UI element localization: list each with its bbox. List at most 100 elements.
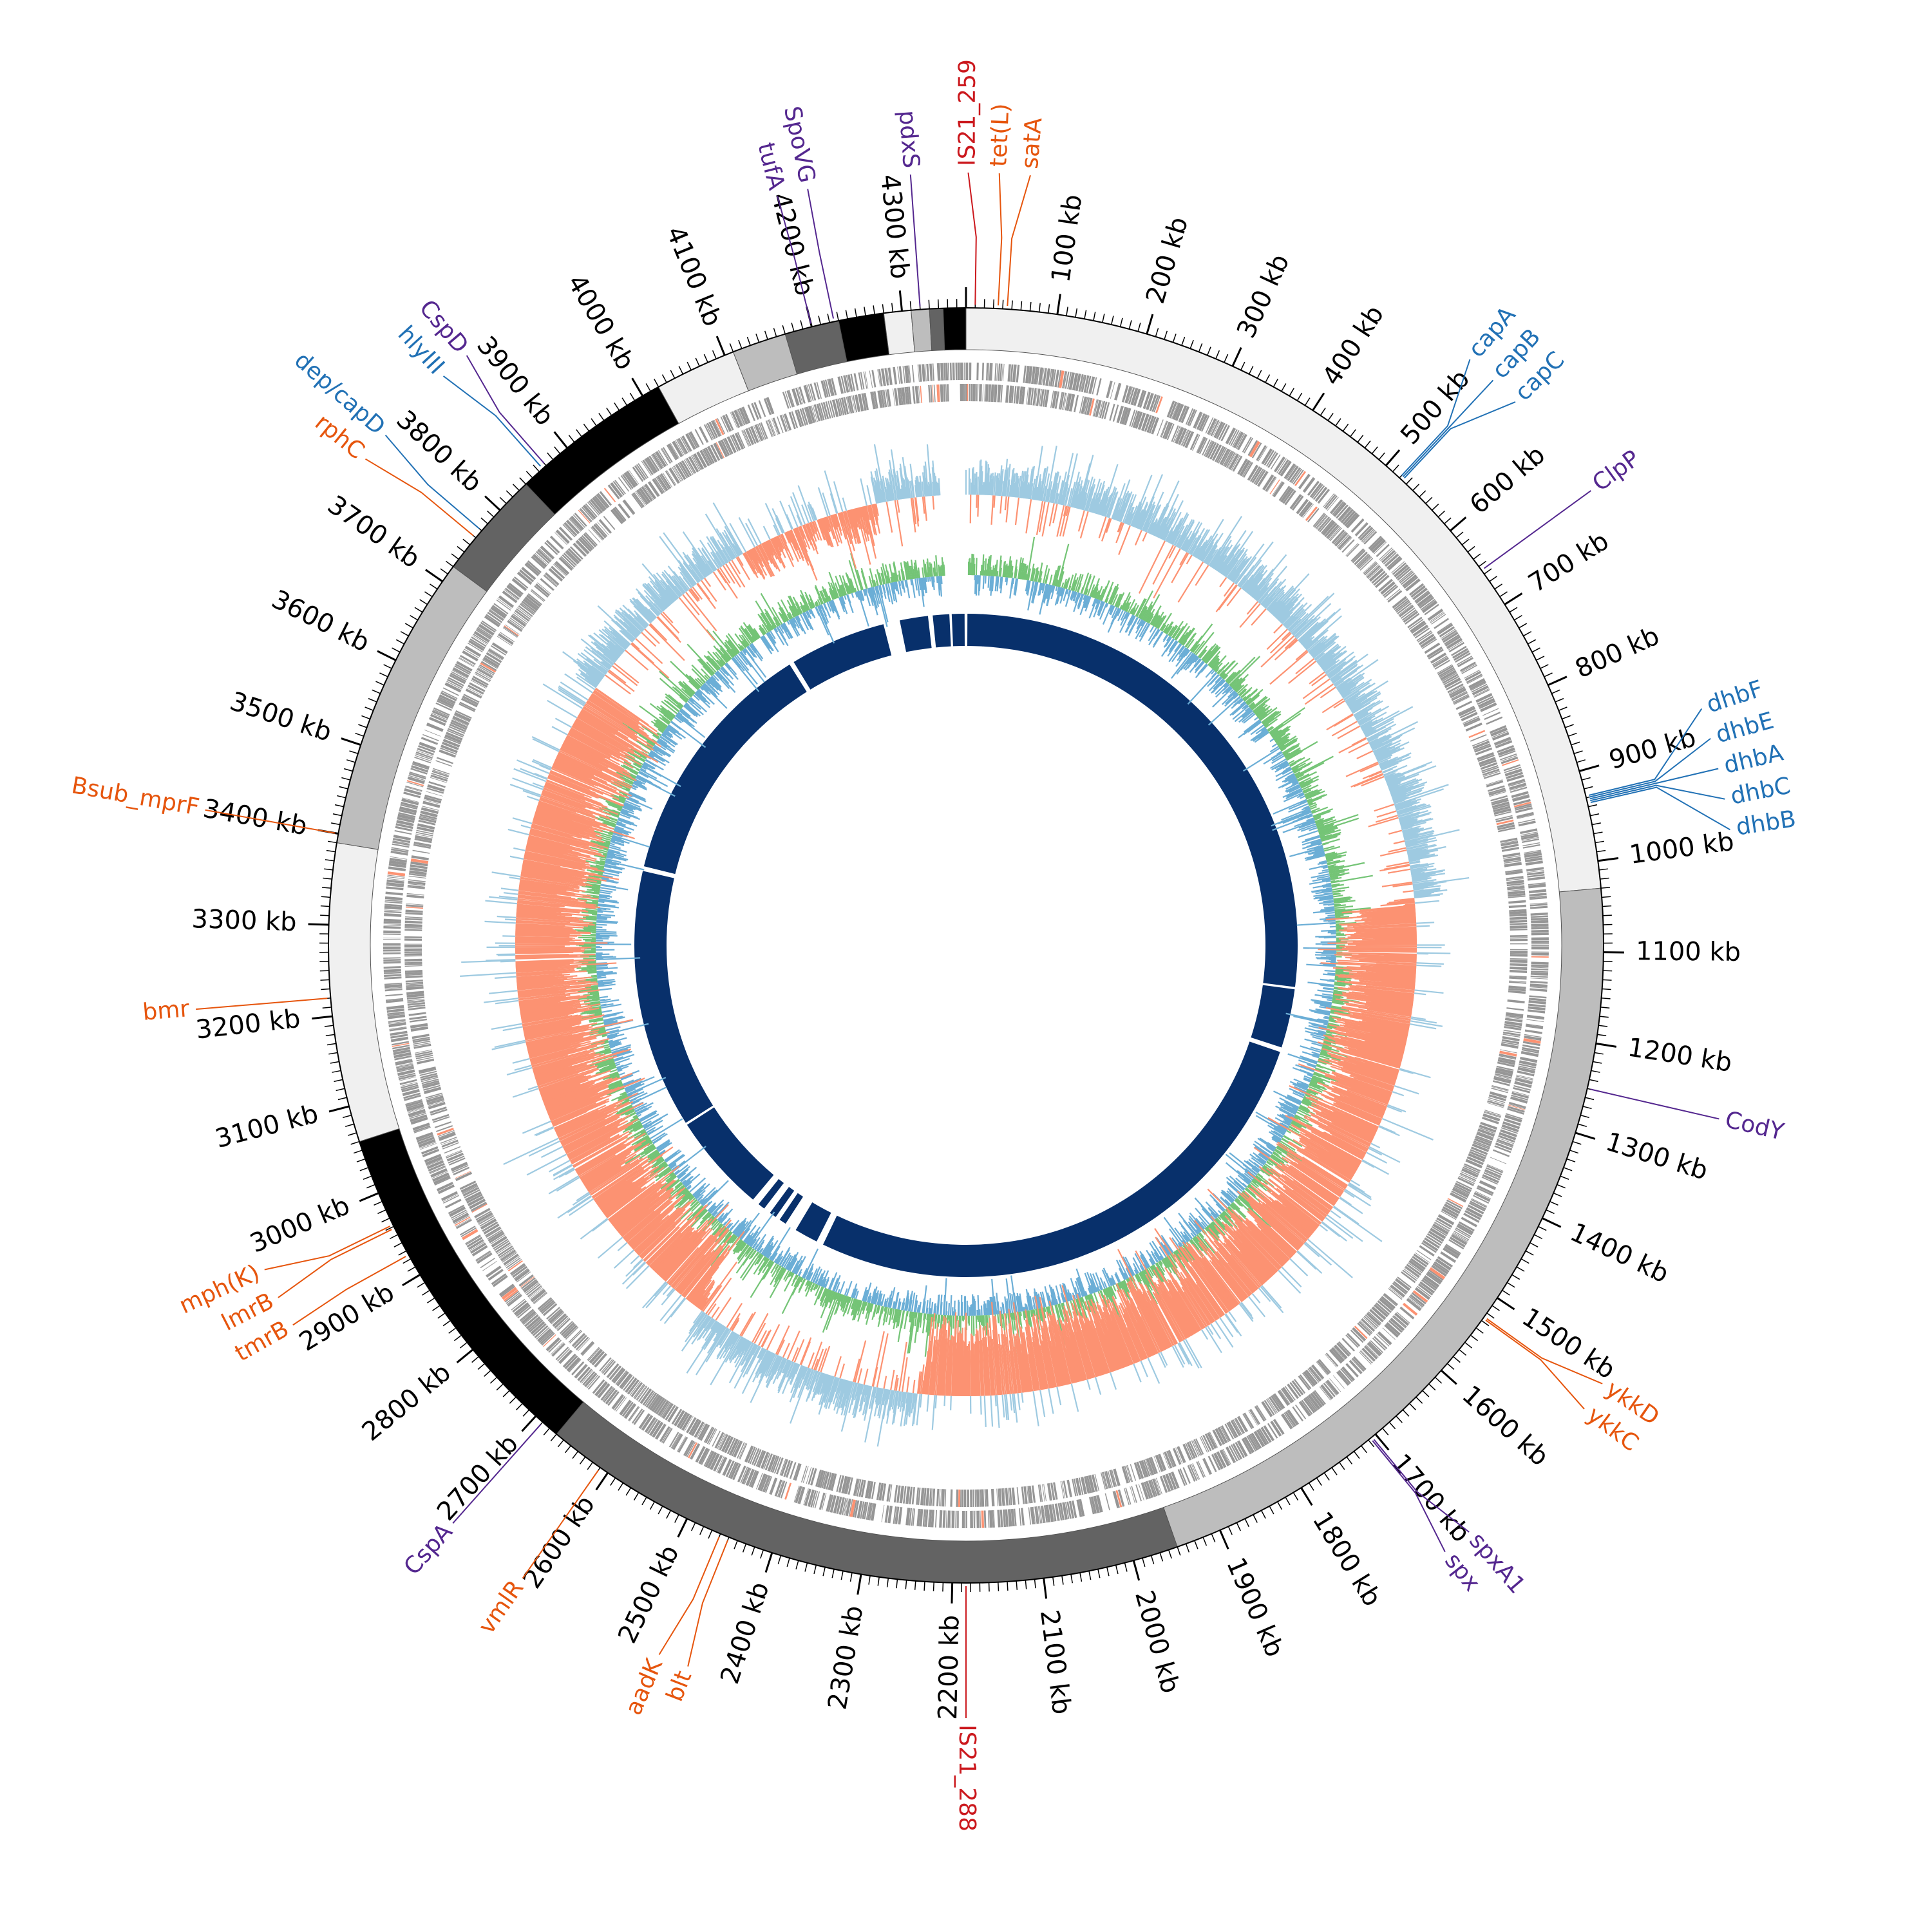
gc-content-bar xyxy=(1279,1097,1300,1108)
gc-content-bar xyxy=(1035,1291,1041,1309)
gc-content-bar xyxy=(1230,678,1240,687)
gc-content-bar xyxy=(1329,869,1350,875)
gc-content-bar xyxy=(1251,729,1268,741)
gc-content-bar xyxy=(984,575,987,584)
gc-content-bar xyxy=(1291,757,1311,770)
gc-content-bar xyxy=(1215,682,1227,695)
gc-content-bar xyxy=(1139,1265,1144,1271)
gc-content-bar xyxy=(989,567,992,576)
gc-content-bar xyxy=(1312,1055,1320,1059)
gc-content-bar xyxy=(1202,650,1211,661)
gc-content-bar xyxy=(1280,747,1286,752)
gc-content-bar xyxy=(1120,611,1126,621)
gc-content-bar xyxy=(1089,584,1095,597)
gc-content-bar xyxy=(1251,1180,1260,1188)
gc-content-bar xyxy=(1260,1169,1265,1174)
gc-content-bar xyxy=(1294,1086,1307,1093)
gc-content-bar xyxy=(1239,690,1247,697)
gc-content-bar xyxy=(1297,771,1317,782)
gc-content-bar xyxy=(1294,755,1334,777)
gc-content-bar xyxy=(1075,1268,1086,1296)
gc-content-bar xyxy=(983,1304,985,1316)
gc-content-bar xyxy=(1030,581,1035,596)
gc-content-bar xyxy=(1330,876,1338,880)
gc-content-bar xyxy=(1310,1080,1318,1084)
gc-content-bar xyxy=(1263,752,1283,765)
gc-content-bar xyxy=(1126,605,1130,612)
gc-content-bar xyxy=(1152,631,1164,648)
gc-content-bar xyxy=(1050,585,1056,600)
gc-content-bar xyxy=(1235,684,1245,693)
gc-content-bar xyxy=(1079,1297,1088,1319)
gc-content-bar xyxy=(1306,798,1312,802)
gc-content-bar xyxy=(1303,1075,1312,1080)
blast-hit-segment xyxy=(779,1193,804,1224)
gc-content-bar xyxy=(1123,1273,1128,1280)
gc-content-bar xyxy=(586,964,596,967)
gc-content-bar xyxy=(1289,786,1302,793)
gc-content-bar xyxy=(1300,1045,1321,1053)
gc-content-bar xyxy=(1124,602,1130,612)
gc-content-bar xyxy=(1329,873,1340,876)
gc-content-bar xyxy=(1267,1124,1285,1136)
gc-content-bar xyxy=(1125,1267,1132,1278)
blast-hit-segment xyxy=(793,624,892,690)
gc-content-bar xyxy=(1209,674,1220,685)
gc-content-bar xyxy=(1266,1161,1271,1166)
gc-content-bar xyxy=(923,1313,925,1321)
gc-content-bar xyxy=(1312,876,1331,882)
gc-content-bar xyxy=(1097,594,1101,600)
gc-content-bar xyxy=(1244,689,1258,702)
gc-content-bar xyxy=(1077,583,1082,593)
gc-content-bar xyxy=(1282,820,1316,833)
gc-content-bar xyxy=(982,560,985,576)
gc-content-bar xyxy=(1188,1223,1198,1235)
gc-content-bar xyxy=(1235,685,1242,692)
gc-content-bar xyxy=(1193,640,1206,654)
gc-content-bar xyxy=(1198,1215,1208,1227)
gc-content-bar xyxy=(1182,1235,1188,1243)
gc-content-bar xyxy=(1269,746,1279,753)
gc-content-bar xyxy=(1316,875,1330,879)
gc-content-bar xyxy=(1278,810,1312,825)
gc-content-bar xyxy=(1075,1280,1082,1298)
gc-content-bar xyxy=(1213,665,1218,671)
gc-content-bar xyxy=(1241,712,1255,723)
gc-content-bar xyxy=(1061,582,1065,588)
gc-content-bar xyxy=(1215,668,1219,673)
gc-content-bar xyxy=(1088,598,1097,619)
gc-content-bar xyxy=(1055,586,1058,591)
gc-content-bar xyxy=(1006,565,1009,578)
gc-content-bar xyxy=(1217,1209,1222,1215)
gc-content-bar xyxy=(1292,1083,1307,1091)
gc-content-bar xyxy=(1205,668,1214,678)
gc-content-bar xyxy=(1314,994,1333,998)
gc-content-bar xyxy=(975,558,978,576)
gc-content-bar xyxy=(1242,1164,1257,1176)
gc-content-bar xyxy=(1327,860,1345,866)
gc-content-bar xyxy=(1295,1064,1314,1073)
gc-content-bar xyxy=(1177,1242,1182,1247)
gc-content-bar xyxy=(1293,1090,1305,1097)
gc-content-bar xyxy=(1220,672,1226,678)
gc-content-bar xyxy=(1321,865,1328,868)
gc-content-bar xyxy=(1110,587,1119,605)
gc-content-bar xyxy=(1151,1240,1164,1260)
gc-content-bar xyxy=(1101,1269,1111,1287)
gc-content-bar xyxy=(1329,1017,1334,1020)
gc-content-bar xyxy=(1307,1074,1313,1077)
gc-content-bar xyxy=(1045,584,1050,599)
gc-content-bar xyxy=(1251,1168,1259,1174)
gc-content-bar xyxy=(1157,1261,1166,1273)
gc-content-bar xyxy=(1332,886,1350,891)
gc-content-bar xyxy=(1110,1277,1115,1285)
gc-content-bar xyxy=(1273,728,1289,739)
gc-content-bar xyxy=(1222,662,1238,679)
gc-content-bar xyxy=(1039,583,1048,615)
gc-content-bar xyxy=(1085,1295,1089,1300)
gc-content-bar xyxy=(1056,587,1060,595)
gc-content-bar xyxy=(1298,821,1316,829)
gc-content-bar xyxy=(1231,702,1247,715)
gc-content-bar xyxy=(1022,1307,1025,1312)
